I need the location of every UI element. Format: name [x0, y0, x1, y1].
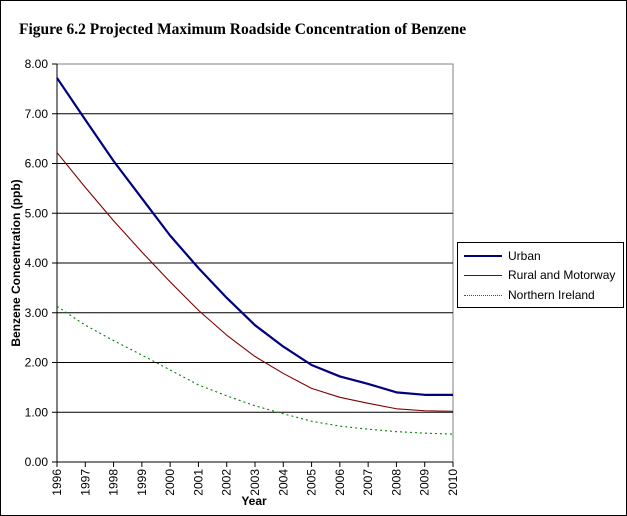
y-tick-label: 6.00 [25, 157, 49, 171]
y-tick-label: 1.00 [25, 405, 49, 419]
x-tick-label: 2000 [163, 469, 177, 496]
x-tick-label: 2010 [446, 469, 460, 496]
series-line-rural-and-motorway [56, 152, 454, 412]
x-tick-label: 1999 [135, 469, 149, 496]
y-axis-title: Benzene Concentration (ppb) [9, 179, 23, 346]
x-tick-label: 2009 [418, 469, 432, 496]
series-line-urban [56, 77, 453, 396]
x-tick-label: 1997 [78, 469, 92, 496]
series-lines [56, 77, 454, 435]
y-tick-label: 2.00 [25, 356, 49, 370]
x-tick-label: 2006 [333, 469, 347, 496]
y-tick-label: 0.00 [25, 455, 49, 469]
legend-item-northern-ireland: Northern Ireland [464, 287, 595, 303]
x-tick-label: 2001 [191, 469, 205, 496]
series-line-northern-ireland [56, 305, 454, 435]
x-tick-label: 2005 [305, 469, 319, 496]
legend-label: Rural and Motorway [508, 268, 616, 282]
y-tick-label: 7.00 [25, 107, 49, 121]
y-tick-label: 5.00 [25, 206, 49, 220]
x-tick-label: 1998 [107, 469, 121, 496]
y-axis-tick-labels: 0.00 1.00 2.00 3.00 4.00 5.00 6.00 7.00 8.00 [25, 57, 57, 469]
legend-label: Urban [508, 249, 541, 263]
legend-label: Northern Ireland [508, 288, 595, 302]
x-tick-label: 2008 [389, 469, 403, 496]
x-tick-label: 1996 [50, 469, 64, 496]
y-tick-label: 4.00 [25, 256, 49, 270]
x-tick-label: 2002 [220, 469, 234, 496]
x-axis-tick-labels: 1996 1997 1998 1999 2000 2001 2002 2003 2004 2005… [50, 462, 460, 496]
legend-swatch-urban [464, 255, 502, 257]
legend-swatch-northern-ireland [464, 294, 502, 296]
legend-swatch-rural-and-motorway [464, 274, 502, 276]
x-tick-label: 2003 [248, 469, 262, 496]
x-tick-label: 2007 [361, 469, 375, 496]
legend-item-urban: Urban [464, 248, 541, 264]
y-tick-label: 3.00 [25, 306, 49, 320]
x-tick-label: 2004 [276, 469, 290, 496]
legend-item-rural-and-motorway: Rural and Motorway [464, 267, 615, 283]
legend: Urban Rural and Motorway Northern Irelan… [457, 242, 624, 308]
x-axis-title: Year [241, 494, 267, 508]
y-tick-label: 8.00 [25, 57, 49, 71]
chart-title: Figure 6.2 Projected Maximum Roadside Co… [19, 21, 467, 38]
